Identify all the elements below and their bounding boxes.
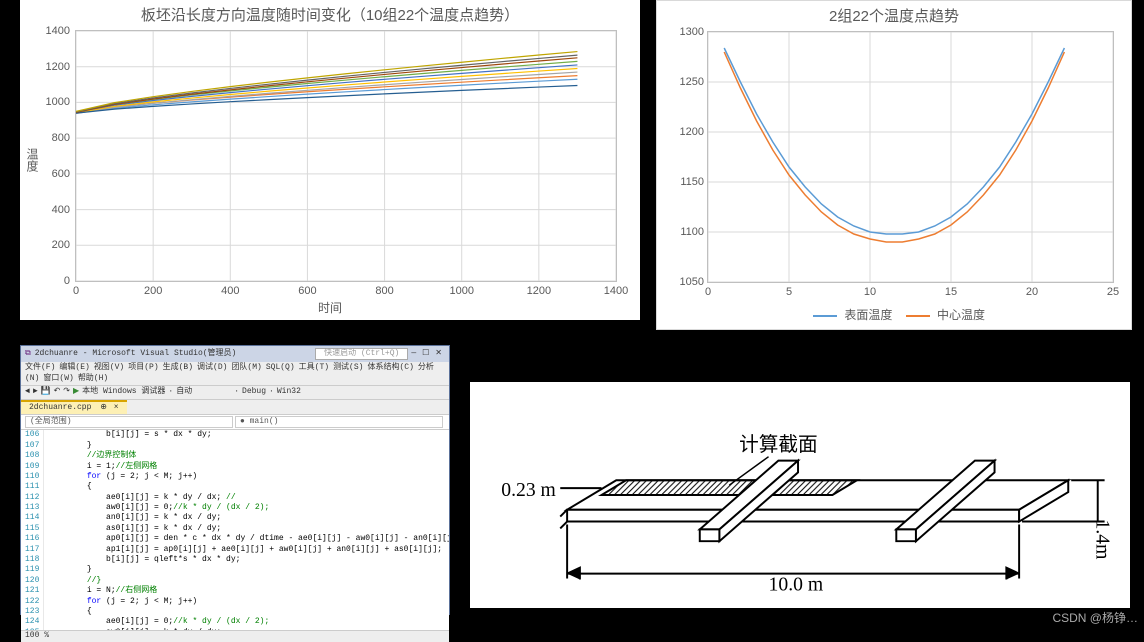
dim-left: 0.23 m [501,479,556,501]
chart-temperature-vs-time: 板坯沿长度方向温度随时间变化（10组22个温度点趋势） 温度 020040060… [20,0,640,320]
chart1-title: 板坯沿长度方向温度随时间变化（10组22个温度点趋势） [20,0,640,25]
chart2-title: 2组22个温度点趋势 [657,1,1131,26]
legend-label-center: 中心温度 [937,308,985,322]
platform-dropdown[interactable]: Win32 [277,387,301,397]
menu-item[interactable]: 编辑(E) [59,363,89,372]
undo-icon[interactable]: ↶ [54,387,61,397]
menu-item[interactable]: 帮助(H) [78,374,108,383]
chart2-legend: 表面温度 中心温度 [657,302,1131,327]
legend-swatch-surface [813,315,837,317]
tab-close-icon[interactable]: × [114,403,119,412]
vs-file-tab[interactable]: 2dchuanre.cpp ⊕ × [21,400,127,414]
calc-section-hatch [602,480,857,495]
build-dropdown[interactable]: Debug [242,387,266,397]
legend-label-surface: 表面温度 [844,308,892,322]
redo-icon[interactable]: ↷ [63,387,70,397]
menu-item[interactable]: SQL(Q) [266,363,295,372]
close-icon[interactable]: ✕ [435,349,442,359]
config-dropdown[interactable]: 自动 [176,387,192,397]
menu-item[interactable]: 团队(M) [231,363,261,372]
watermark: CSDN @杨铮… [1052,609,1138,626]
menu-item[interactable]: 调试(D) [197,363,227,372]
vs-scope-bar[interactable]: (全局范围) ● main() [21,415,449,430]
label-calc-section: 计算截面 [739,434,818,456]
vs-code-lines[interactable]: b[i][j] = s * dx * dy; } //边界控制体 i = 1;/… [44,430,449,630]
visual-studio-window: ⧉ 2dchuanre - Microsoft Visual Studio(管理… [20,345,450,615]
chart-22-points-trend: 2组22个温度点趋势 10501100115012001250130005101… [656,0,1132,330]
vs-logo-icon: ⧉ [25,349,31,359]
slab-diagram: 计算截面 0.23 m 10.0 m 1.4m [468,380,1132,610]
nav-back-icon[interactable]: ◄ [25,387,30,397]
dim-bottom: 10.0 m [769,573,824,595]
dim-right: 1.4m [1092,520,1114,560]
run-label[interactable]: 本地 Windows 调试器 [82,387,165,397]
vs-line-numbers: 106 107 108 109 110 111 112 113 114 115 … [21,430,44,630]
scope-right[interactable]: ● main() [235,416,443,428]
maximize-icon[interactable]: ☐ [422,349,429,359]
menu-item[interactable]: 生成(B) [163,363,193,372]
diagram-svg: 计算截面 0.23 m 10.0 m 1.4m [470,382,1130,608]
menu-item[interactable]: 体系结构(C) [367,363,413,372]
chart2-svg [708,32,1113,282]
vs-titlebar[interactable]: ⧉ 2dchuanre - Microsoft Visual Studio(管理… [21,346,449,362]
vs-quick-launch[interactable]: 快速启动 (Ctrl+Q) [315,348,408,360]
save-icon[interactable]: 💾 [41,387,51,397]
menu-item[interactable]: 项目(P) [128,363,158,372]
run-icon[interactable]: ▶ [73,387,79,397]
tab-pin-icon[interactable]: ⊕ [100,403,107,412]
nav-fwd-icon[interactable]: ► [33,387,38,397]
menu-item[interactable]: 测试(S) [333,363,363,372]
vs-status-bar: 100 % [21,630,449,641]
menu-item[interactable]: 窗口(W) [43,374,73,383]
chart1-plot-area: 0200400600800100012001400020040060080010… [75,30,617,282]
vs-toolbar[interactable]: ◄ ► 💾 ↶ ↷ ▶ 本地 Windows 调试器 · 自动 · Debug … [21,386,449,399]
vs-menubar[interactable]: 文件(F) 编辑(E) 视图(V) 项目(P) 生成(B) 调试(D) 团队(M) SQL(Q… [21,362,449,386]
menu-item[interactable]: 文件(F) [25,363,55,372]
minimize-icon[interactable]: — [411,349,416,359]
legend-swatch-center [906,315,930,317]
scope-left[interactable]: (全局范围) [25,416,233,428]
menu-item[interactable]: 工具(T) [299,363,329,372]
vs-app-title: 2dchuanre - Microsoft Visual Studio(管理员) [35,349,237,359]
vs-code-editor[interactable]: 106 107 108 109 110 111 112 113 114 115 … [21,430,449,630]
chart2-plot-area: 1050110011501200125013000510152025 [707,31,1114,283]
chart1-xlabel: 时间 [318,299,342,316]
chart1-svg [76,31,616,281]
menu-item[interactable]: 视图(V) [94,363,124,372]
